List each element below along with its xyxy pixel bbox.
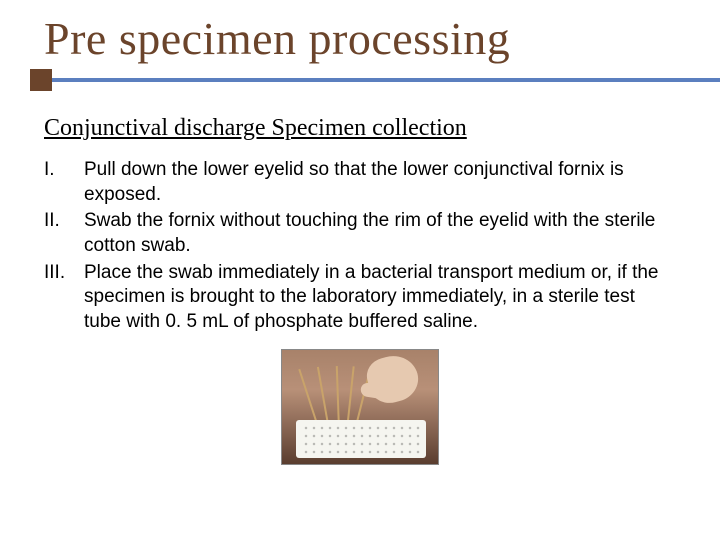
- list-marker: II.: [44, 209, 84, 258]
- specimen-photo: [281, 349, 439, 465]
- list-marker: I.: [44, 158, 84, 207]
- image-container: [44, 349, 676, 470]
- section-subtitle: Conjunctival discharge Specimen collecti…: [44, 115, 676, 142]
- slide-title: Pre specimen processing: [44, 12, 720, 65]
- rack-icon: [296, 420, 426, 458]
- procedure-list: I.Pull down the lower eyelid so that the…: [44, 158, 676, 335]
- list-item: I.Pull down the lower eyelid so that the…: [44, 158, 676, 207]
- title-accent: [30, 69, 720, 91]
- accent-square: [30, 69, 52, 91]
- list-item-text: Pull down the lower eyelid so that the l…: [84, 158, 676, 207]
- list-item: II.Swab the fornix without touching the …: [44, 209, 676, 258]
- list-marker: III.: [44, 261, 84, 335]
- accent-line: [52, 78, 720, 82]
- content-area: Conjunctival discharge Specimen collecti…: [0, 91, 720, 470]
- list-item: III.Place the swab immediately in a bact…: [44, 261, 676, 335]
- list-item-text: Swab the fornix without touching the rim…: [84, 209, 676, 258]
- list-item-text: Place the swab immediately in a bacteria…: [84, 261, 676, 335]
